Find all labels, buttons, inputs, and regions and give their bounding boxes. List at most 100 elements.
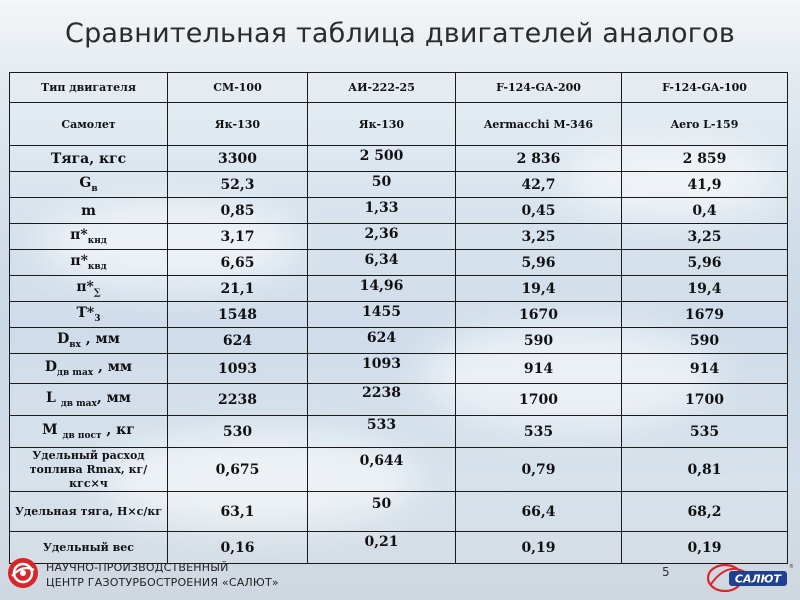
row-label: M дв пост , кг: [9, 415, 168, 448]
table-row: π*∑ 21,1 14,96 19,4 19,4: [9, 275, 788, 302]
value-cell: 0,19: [621, 531, 788, 564]
header-cell: F-124-GA-100: [621, 72, 788, 103]
organization-name-line1: НАУЧНО-ПРОИЗВОДСТВЕННЫЙ: [46, 561, 229, 574]
header-row: Тип двигателя СМ-100 АИ-222-25 F-124-GA-…: [9, 72, 788, 103]
value-cell: 6,65: [167, 249, 308, 276]
value-cell: 2 859: [621, 145, 788, 172]
comparison-table: Тип двигателя СМ-100 АИ-222-25 F-124-GA-…: [9, 72, 788, 564]
value-cell: 0,644: [307, 447, 456, 492]
table-row: Удельный вес 0,16 0,21 0,19 0,19: [9, 531, 788, 564]
value-cell: 914: [455, 353, 622, 384]
row-label: Dдв max , мм: [9, 353, 168, 384]
header-cell: СМ-100: [167, 72, 308, 103]
value-cell: 3,25: [455, 223, 622, 250]
aircraft-label: Самолет: [9, 102, 168, 146]
value-cell: 1700: [455, 383, 622, 416]
value-cell: 0,79: [455, 447, 622, 492]
header-cell: АИ-222-25: [307, 72, 456, 103]
row-label: Удельный вес: [9, 531, 168, 564]
value-cell: 914: [621, 353, 788, 384]
value-cell: 590: [621, 327, 788, 354]
value-cell: 0,16: [167, 531, 308, 564]
value-cell: 1093: [167, 353, 308, 384]
aircraft-cell: Як-130: [307, 102, 456, 146]
value-cell: 0,21: [307, 531, 456, 564]
table-row: π*квд 6,65 6,34 5,96 5,96: [9, 249, 788, 276]
value-cell: 1093: [307, 353, 456, 384]
value-cell: 624: [167, 327, 308, 354]
row-label: T*3: [9, 301, 168, 328]
organization-name: НАУЧНО-ПРОИЗВОДСТВЕННЫЙ ЦЕНТР ГАЗОТУРБОС…: [46, 560, 279, 590]
value-cell: 2238: [167, 383, 308, 416]
table-row: π*кнд 3,17 2,36 3,25 3,25: [9, 223, 788, 250]
row-label: π*кнд: [9, 223, 168, 250]
aircraft-cell: Як-130: [167, 102, 308, 146]
row-label: Удельный расход топлива Rmax, кг/кгс×ч: [9, 447, 168, 492]
salut-emblem-icon: [8, 558, 38, 588]
aircraft-row: Самолет Як-130 Як-130 Aermacchi M-346 Ae…: [9, 102, 788, 146]
value-cell: 1700: [621, 383, 788, 416]
table-row: Тяга, кгс 3300 2 500 2 836 2 859: [9, 145, 788, 172]
value-cell: 0,4: [621, 197, 788, 224]
value-cell: 530: [167, 415, 308, 448]
value-cell: 21,1: [167, 275, 308, 302]
row-label: π*квд: [9, 249, 168, 276]
row-label: Dвх , мм: [9, 327, 168, 354]
value-cell: 1670: [455, 301, 622, 328]
value-cell: 42,7: [455, 171, 622, 198]
value-cell: 3,17: [167, 223, 308, 250]
value-cell: 1,33: [307, 197, 456, 224]
value-cell: 68,2: [621, 491, 788, 532]
value-cell: 52,3: [167, 171, 308, 198]
value-cell: 19,4: [455, 275, 622, 302]
table-row: L дв max, мм 2238 2238 1700 1700: [9, 383, 788, 416]
value-cell: 2,36: [307, 223, 456, 250]
value-cell: 0,675: [167, 447, 308, 492]
aircraft-cell: Aero L-159: [621, 102, 788, 146]
salut-brand-logo: САЛЮТ ®: [706, 563, 793, 593]
table-row: M дв пост , кг 530 533 535 535: [9, 415, 788, 448]
aircraft-cell: Aermacchi M-346: [455, 102, 622, 146]
table-row: Удельная тяга, Н×с/кг 63,1 50 66,4 68,2: [9, 491, 788, 532]
value-cell: 19,4: [621, 275, 788, 302]
value-cell: 3300: [167, 145, 308, 172]
value-cell: 5,96: [621, 249, 788, 276]
value-cell: 2 836: [455, 145, 622, 172]
value-cell: 50: [307, 171, 456, 198]
value-cell: 535: [621, 415, 788, 448]
value-cell: 0,85: [167, 197, 308, 224]
value-cell: 6,34: [307, 249, 456, 276]
value-cell: 590: [455, 327, 622, 354]
row-label: m: [9, 197, 168, 224]
page-number: 5: [662, 565, 670, 579]
value-cell: 1679: [621, 301, 788, 328]
organization-name-line2: ЦЕНТР ГАЗОТУРБОСТРОЕНИЯ «САЛЮТ»: [46, 576, 279, 589]
table-row: m 0,85 1,33 0,45 0,4: [9, 197, 788, 224]
value-cell: 41,9: [621, 171, 788, 198]
row-label: Gв: [9, 171, 168, 198]
header-cell: F-124-GA-200: [455, 72, 622, 103]
table-row: Dдв max , мм 1093 1093 914 914: [9, 353, 788, 384]
svg-text:САЛЮТ: САЛЮТ: [735, 573, 783, 586]
value-cell: 0,81: [621, 447, 788, 492]
value-cell: 66,4: [455, 491, 622, 532]
row-label: L дв max, мм: [9, 383, 168, 416]
value-cell: 0,19: [455, 531, 622, 564]
value-cell: 63,1: [167, 491, 308, 532]
value-cell: 3,25: [621, 223, 788, 250]
value-cell: 1455: [307, 301, 456, 328]
value-cell: 535: [455, 415, 622, 448]
header-cell: Тип двигателя: [9, 72, 168, 103]
row-label: π*∑: [9, 275, 168, 302]
value-cell: 624: [307, 327, 456, 354]
value-cell: 14,96: [307, 275, 456, 302]
value-cell: 2238: [307, 383, 456, 416]
table-row: Dвх , мм 624 624 590 590: [9, 327, 788, 354]
row-label: Тяга, кгс: [9, 145, 168, 172]
row-label: Удельная тяга, Н×с/кг: [9, 491, 168, 532]
table-row: Удельный расход топлива Rmax, кг/кгс×ч 0…: [9, 447, 788, 492]
value-cell: 50: [307, 491, 456, 532]
value-cell: 533: [307, 415, 456, 448]
table-row: Gв 52,3 50 42,7 41,9: [9, 171, 788, 198]
value-cell: 5,96: [455, 249, 622, 276]
